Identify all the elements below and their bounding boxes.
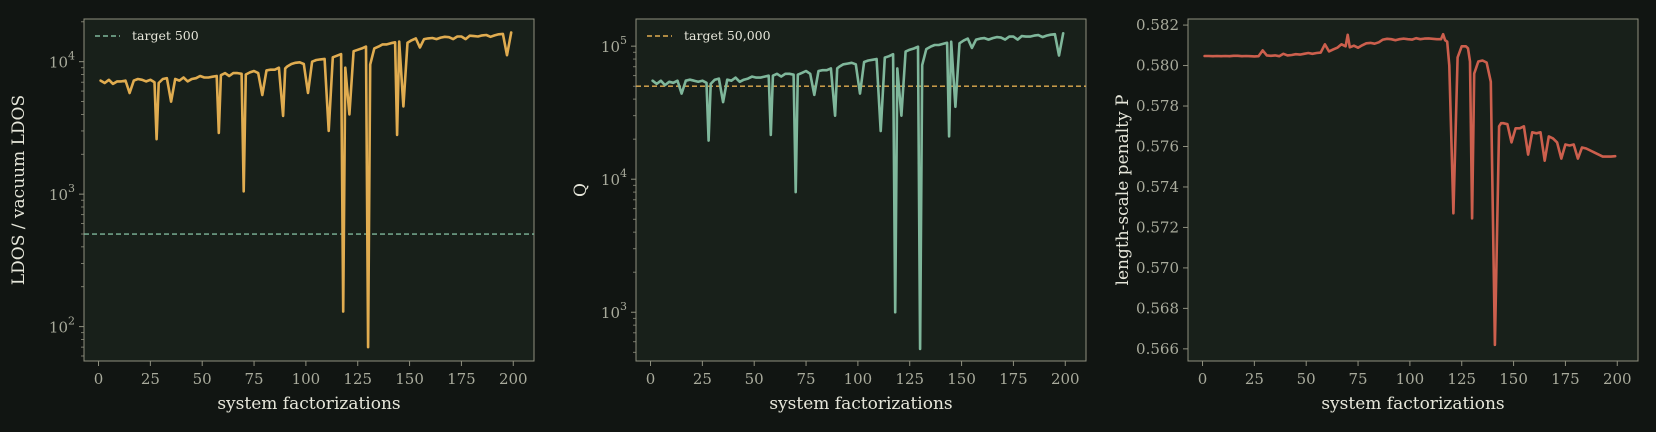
y-tick-label: 105: [601, 34, 627, 56]
x-axis-label: system factorizations: [769, 394, 952, 414]
x-tick-label: 0: [1198, 370, 1208, 388]
x-tick-label: 175: [999, 370, 1028, 388]
y-tick-label: 0.572: [1136, 218, 1179, 236]
x-tick-label: 150: [947, 370, 976, 388]
y-axis-label: LDOS / vacuum LDOS: [9, 95, 29, 285]
y-axis-label: length-scale penalty P: [1113, 95, 1133, 286]
x-tick-label: 25: [141, 370, 160, 388]
y-tick-label: 0.568: [1136, 299, 1179, 317]
x-tick-label: 100: [292, 370, 321, 388]
y-axis-label: Q: [571, 183, 591, 197]
series-line: [651, 31, 1065, 351]
plot-area: [1187, 18, 1639, 362]
x-tick-label: 150: [395, 370, 424, 388]
x-tick-label: 125: [1447, 370, 1476, 388]
x-tick-label: 200: [1051, 370, 1080, 388]
x-tick-label: 75: [244, 370, 263, 388]
y-tick-label: 104: [49, 50, 75, 72]
x-tick-label: 75: [1348, 370, 1367, 388]
y-tick-label: 0.580: [1136, 57, 1179, 75]
x-tick-label: 50: [1297, 370, 1316, 388]
y-tick-label: 0.566: [1136, 340, 1179, 358]
y-tick-label: 103: [601, 300, 627, 322]
x-axis-label: system factorizations: [217, 394, 400, 414]
ldos-chart: 0 25 50 75 100 125 150 175 200 102 103 104 system fa…: [9, 18, 535, 414]
x-tick-label: 200: [1603, 370, 1632, 388]
y-tick-label: 0.570: [1136, 259, 1179, 277]
x-tick-label: 50: [193, 370, 212, 388]
plot-area: [635, 18, 1087, 362]
x-tick-label: 175: [1551, 370, 1580, 388]
series-line: [99, 31, 513, 349]
x-axis-label: system factorizations: [1321, 394, 1504, 414]
y-tick-label: 102: [49, 315, 75, 337]
x-tick-label: 200: [499, 370, 528, 388]
plot-area: [83, 18, 535, 362]
x-tick-label: 100: [1396, 370, 1425, 388]
q-chart: 0 25 50 75 100 125 150 175 200 103 104 105 system fa…: [571, 18, 1087, 414]
legend-label: target 500: [132, 28, 199, 43]
x-tick-label: 125: [343, 370, 372, 388]
x-tick-label: 100: [844, 370, 873, 388]
x-tick-label: 150: [1499, 370, 1528, 388]
y-tick-label: 0.578: [1136, 97, 1179, 115]
x-tick-label: 0: [646, 370, 656, 388]
y-tick-label: 0.574: [1136, 178, 1179, 196]
y-tick-label: 104: [601, 167, 627, 189]
x-tick-label: 25: [1245, 370, 1264, 388]
y-tick-label: 0.582: [1136, 16, 1179, 34]
y-tick-label: 103: [49, 182, 75, 204]
x-tick-label: 25: [693, 370, 712, 388]
x-tick-label: 125: [895, 370, 924, 388]
x-tick-label: 75: [796, 370, 815, 388]
legend-label: target 50,000: [684, 28, 771, 43]
x-tick-label: 0: [94, 370, 104, 388]
penalty-chart: 0 25 50 75 100 125 150 175 200 0.566 0.568 0.570 0.5…: [1113, 16, 1639, 414]
x-tick-label: 175: [447, 370, 476, 388]
x-tick-label: 50: [745, 370, 764, 388]
series-line: [1203, 32, 1617, 347]
y-tick-label: 0.576: [1136, 137, 1179, 155]
